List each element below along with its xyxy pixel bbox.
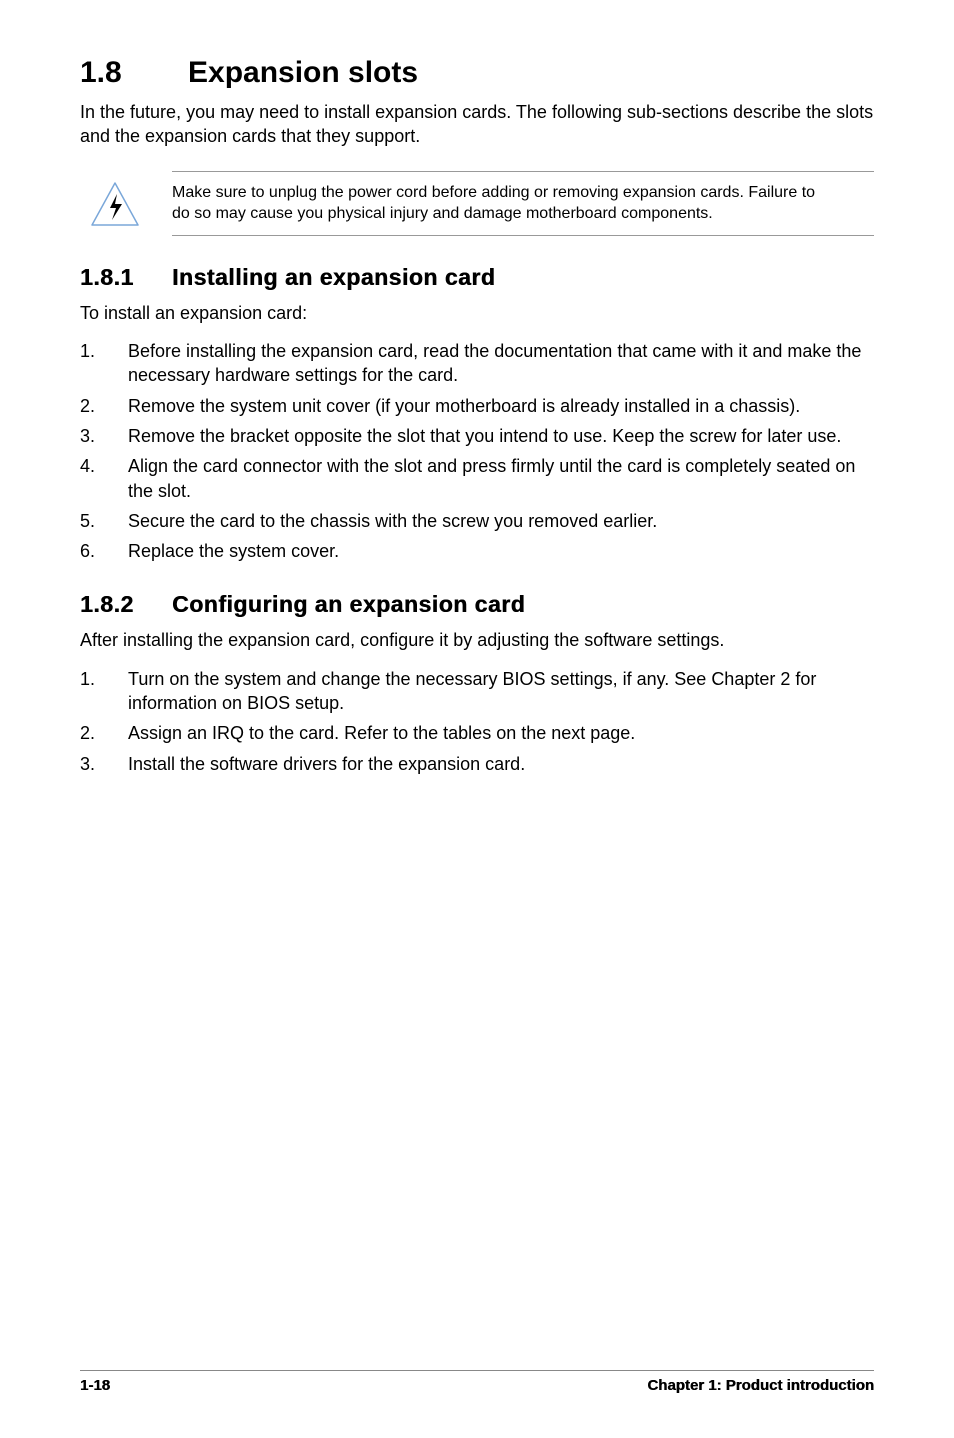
subsection-intro: After installing the expansion card, con…	[80, 628, 874, 652]
subsection-title: Installing an expansion card	[172, 264, 495, 290]
subsection-number: 1.8.1	[80, 264, 172, 291]
warning-note: Make sure to unplug the power cord befor…	[172, 171, 874, 236]
list-item: Turn on the system and change the necess…	[80, 667, 874, 716]
page-number: 1-18	[80, 1377, 110, 1394]
lightning-warning-icon	[88, 180, 142, 235]
chapter-label: Chapter 1: Product introduction	[647, 1377, 874, 1394]
page-footer: 1-18 Chapter 1: Product introduction	[80, 1370, 874, 1394]
warning-text: Make sure to unplug the power cord befor…	[172, 182, 874, 225]
section-heading: 1.8Expansion slots	[80, 56, 874, 90]
subsection-title: Configuring an expansion card	[172, 591, 525, 617]
configure-steps-list: Turn on the system and change the necess…	[80, 667, 874, 776]
subsection-number: 1.8.2	[80, 591, 172, 618]
list-item: Replace the system cover.	[80, 539, 874, 563]
section-title: Expansion slots	[188, 56, 418, 89]
list-item: Install the software drivers for the exp…	[80, 752, 874, 776]
list-item: Remove the bracket opposite the slot tha…	[80, 424, 874, 448]
section-intro: In the future, you may need to install e…	[80, 100, 874, 149]
subsection-intro: To install an expansion card:	[80, 301, 874, 325]
list-item: Secure the card to the chassis with the …	[80, 509, 874, 533]
list-item: Before installing the expansion card, re…	[80, 339, 874, 388]
list-item: Align the card connector with the slot a…	[80, 454, 874, 503]
list-item: Assign an IRQ to the card. Refer to the …	[80, 721, 874, 745]
subsection-heading: 1.8.2Configuring an expansion card	[80, 591, 874, 618]
list-item: Remove the system unit cover (if your mo…	[80, 394, 874, 418]
section-number: 1.8	[80, 56, 188, 90]
install-steps-list: Before installing the expansion card, re…	[80, 339, 874, 563]
subsection-heading: 1.8.1Installing an expansion card	[80, 264, 874, 291]
